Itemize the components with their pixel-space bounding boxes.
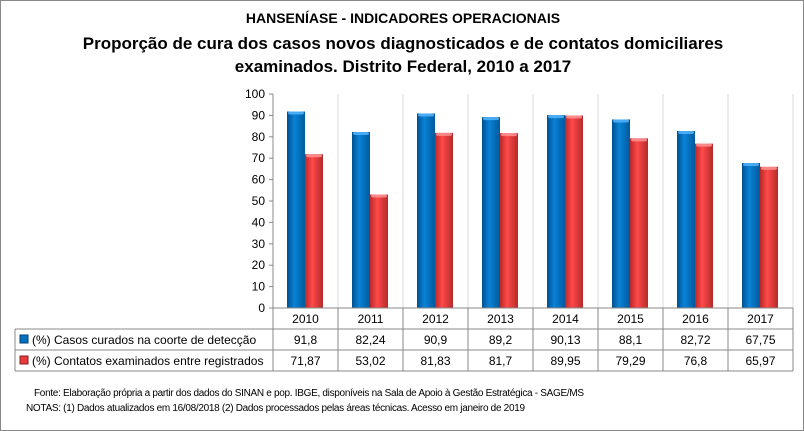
legend-label: (%) Contatos examinados entre registrado… bbox=[32, 354, 263, 368]
bar-casos-2012 bbox=[417, 113, 435, 308]
bar-highlight bbox=[566, 115, 582, 119]
data-value: 71,87 bbox=[290, 354, 320, 368]
data-value: 79,29 bbox=[615, 354, 645, 368]
data-value: 90,13 bbox=[550, 333, 580, 347]
bar-highlight bbox=[353, 132, 369, 136]
bar-highlight bbox=[483, 117, 499, 121]
category-label: 2015 bbox=[617, 312, 644, 326]
bar-casos-2011 bbox=[352, 132, 370, 308]
source-note: Fonte: Elaboração própria a partir dos d… bbox=[34, 388, 584, 399]
data-value: 67,75 bbox=[745, 333, 775, 347]
data-value: 89,95 bbox=[550, 354, 580, 368]
bar-contatos-2014 bbox=[565, 115, 583, 309]
y-tick-label: 70 bbox=[252, 151, 266, 165]
data-value: 89,2 bbox=[489, 333, 513, 347]
category-label: 2013 bbox=[487, 312, 514, 326]
bar-contatos-2011 bbox=[370, 194, 388, 308]
bar-contatos-2012 bbox=[435, 132, 453, 308]
bar-contatos-2017 bbox=[760, 166, 778, 308]
bar-contatos-2015 bbox=[630, 138, 648, 308]
y-tick-label: 40 bbox=[252, 215, 266, 229]
data-value: 65,97 bbox=[745, 354, 775, 368]
bar-highlight bbox=[548, 115, 564, 119]
y-tick-label: 100 bbox=[245, 87, 265, 101]
y-tick-label: 20 bbox=[252, 258, 266, 272]
y-tick-label: 0 bbox=[258, 301, 265, 315]
y-tick-label: 30 bbox=[252, 237, 266, 251]
category-label: 2016 bbox=[682, 312, 709, 326]
bar-highlight bbox=[501, 133, 517, 137]
bar-highlight bbox=[631, 138, 647, 142]
bar-casos-2015 bbox=[612, 119, 630, 308]
y-tick-label: 90 bbox=[252, 108, 266, 122]
data-value: 76,8 bbox=[684, 354, 708, 368]
bar-highlight bbox=[288, 111, 304, 115]
category-label: 2017 bbox=[747, 312, 774, 326]
legend-label: (%) Casos curados na coorte de detecção bbox=[32, 333, 256, 347]
data-value: 91,8 bbox=[294, 333, 318, 347]
chart-title: HANSENÍASE - INDICADORES OPERACIONAIS bbox=[245, 10, 561, 26]
bar-highlight bbox=[743, 163, 759, 167]
y-tick-label: 50 bbox=[252, 194, 266, 208]
bar-highlight bbox=[761, 166, 777, 170]
y-tick-label: 80 bbox=[252, 130, 266, 144]
bar-contatos-2013 bbox=[500, 133, 518, 308]
chart-subtitle-line2: examinados. Distrito Federal, 2010 a 201… bbox=[234, 57, 572, 76]
category-label: 2014 bbox=[552, 312, 579, 326]
bar-highlight bbox=[418, 113, 434, 117]
bar-highlight bbox=[696, 143, 712, 147]
bar-highlight bbox=[613, 119, 629, 123]
y-tick-label: 60 bbox=[252, 173, 266, 187]
bar-contatos-2010 bbox=[305, 154, 323, 308]
data-value: 90,9 bbox=[424, 333, 448, 347]
y-tick-label: 10 bbox=[252, 280, 266, 294]
data-value: 81,7 bbox=[489, 354, 513, 368]
bar-casos-2014 bbox=[547, 115, 565, 309]
category-label: 2010 bbox=[292, 312, 319, 326]
bar-highlight bbox=[371, 194, 387, 198]
category-label: 2011 bbox=[358, 312, 384, 326]
bar-highlight bbox=[678, 130, 694, 134]
bar-highlight bbox=[436, 132, 452, 136]
data-value: 53,02 bbox=[355, 354, 385, 368]
bar-highlight bbox=[306, 154, 322, 158]
bar-casos-2017 bbox=[742, 163, 760, 308]
category-label: 2012 bbox=[422, 312, 449, 326]
data-value: 82,24 bbox=[355, 333, 385, 347]
legend-key-contatos bbox=[19, 355, 29, 365]
notes-text: NOTAS: (1) Dados atualizados em 16/08/20… bbox=[26, 403, 525, 414]
bar-casos-2010 bbox=[287, 111, 305, 308]
legend-key-casos bbox=[19, 334, 29, 344]
data-value: 81,83 bbox=[420, 354, 450, 368]
bar-contatos-2016 bbox=[695, 143, 713, 308]
bar-casos-2013 bbox=[482, 117, 500, 308]
chart-subtitle-line1: Proporção de cura dos casos novos diagno… bbox=[82, 34, 724, 53]
data-value: 82,72 bbox=[680, 333, 710, 347]
data-value: 88,1 bbox=[619, 333, 643, 347]
bar-casos-2016 bbox=[677, 130, 695, 308]
